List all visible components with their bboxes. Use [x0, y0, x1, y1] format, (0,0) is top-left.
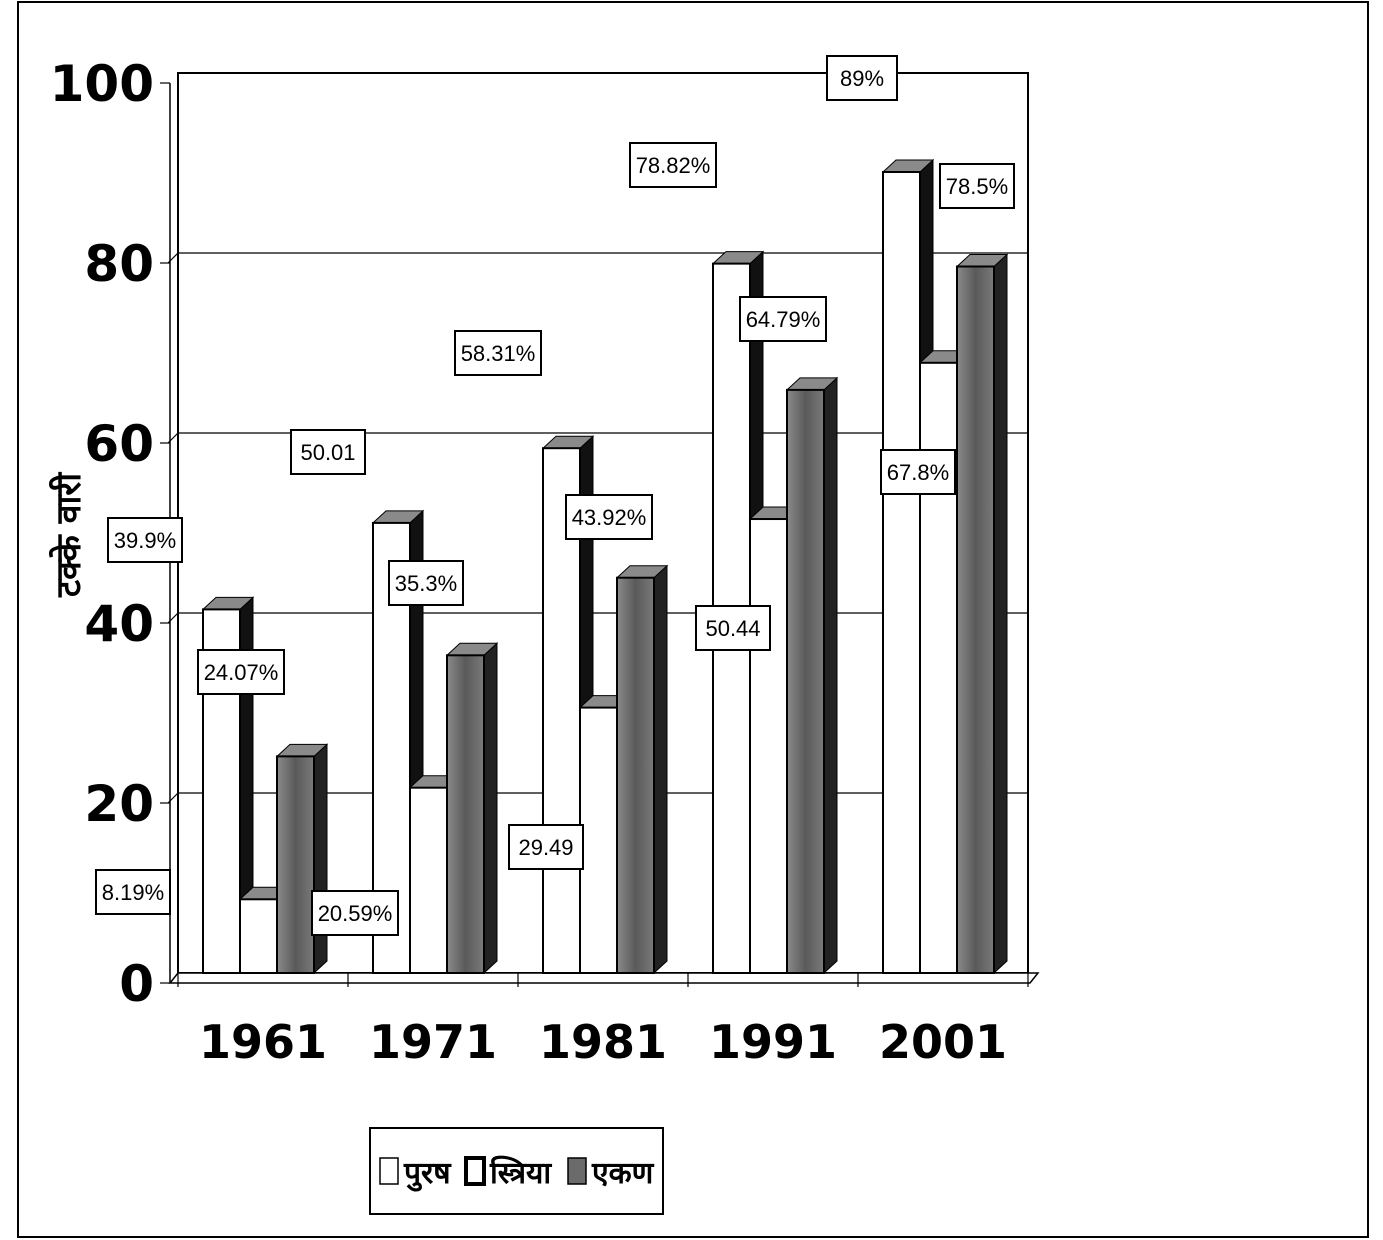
data-label: 35.3%: [395, 571, 457, 596]
data-label: 58.31%: [461, 341, 536, 366]
bar-side: [483, 642, 498, 975]
data-label-box: [629, 142, 717, 188]
y-tick-label: 80: [84, 235, 154, 293]
legend-swatch: [567, 1157, 587, 1185]
y-tick-label: 0: [119, 955, 154, 1013]
data-label-box: [880, 449, 956, 495]
data-label: 78.82%: [636, 153, 711, 178]
data-label: 24.07%: [204, 660, 279, 685]
data-label-box: [508, 824, 584, 870]
data-label-box: [290, 429, 366, 475]
plot-floor: [168, 972, 1040, 984]
x-axis: 1961 1971 1981 1991 2001: [177, 973, 1029, 1069]
legend: पुरष स्त्रिया एकण: [369, 1127, 664, 1215]
data-label-box: [311, 890, 399, 936]
legend-label: पुरष: [403, 1156, 452, 1192]
bars: [201, 158, 1009, 975]
x-tick-label: 1971: [369, 1015, 497, 1069]
legend-box: [369, 1127, 664, 1215]
data-label-box: [939, 163, 1015, 209]
data-label-box: [388, 560, 464, 606]
data-label-box: [454, 330, 542, 376]
x-tick-label: 2001: [879, 1015, 1007, 1069]
bar: [276, 755, 315, 974]
y-tick-label: 20: [84, 775, 154, 833]
bar: [882, 171, 921, 974]
x-tick-label: 1981: [539, 1015, 667, 1069]
data-label: 20.59%: [318, 901, 393, 926]
x-tick-label: 1961: [199, 1015, 327, 1069]
legend-label: एकण: [591, 1156, 655, 1191]
data-label: 64.79%: [746, 307, 821, 332]
data-label-box: [95, 869, 171, 915]
bar: [579, 706, 618, 975]
data-label-box: [695, 605, 771, 651]
y-axis: 0 20 40 60 80 100: [50, 55, 171, 1013]
legend-swatch: [379, 1157, 399, 1185]
bar: [239, 898, 278, 974]
bar-side: [993, 253, 1008, 975]
data-label: 8.19%: [102, 880, 164, 905]
bar: [956, 265, 995, 974]
data-label-box: [565, 494, 653, 540]
bar-side: [313, 743, 328, 975]
data-label: 29.49: [518, 835, 573, 860]
data-label-box: [197, 649, 285, 695]
bar-side: [653, 564, 668, 975]
bar: [409, 786, 448, 974]
bar: [616, 576, 655, 974]
bar: [786, 388, 825, 974]
data-label: 78.5%: [946, 174, 1008, 199]
data-labels: 39.9% 8.19% 24.07% 20.59% 50.01 35.3% 58.31% 29…: [95, 55, 1015, 936]
data-label: 43.92%: [572, 505, 647, 530]
y-tick-label: 60: [84, 415, 154, 473]
legend-label: स्त्रिया: [489, 1155, 552, 1191]
bar: [749, 518, 788, 974]
y-axis-label: टक्के वारी: [48, 472, 89, 598]
data-label: 39.9%: [114, 528, 176, 553]
y-tick-label: 100: [50, 55, 154, 113]
data-label: 67.8%: [887, 460, 949, 485]
data-label: 50.01: [300, 440, 355, 465]
data-label-box: [826, 55, 898, 101]
bar-side: [823, 376, 838, 975]
data-label: 50.44: [705, 616, 760, 641]
data-label-box: [107, 517, 183, 563]
data-label: 89%: [840, 66, 884, 91]
legend-swatch: [464, 1156, 486, 1186]
data-label-box: [739, 296, 827, 342]
x-tick-label: 1991: [709, 1015, 837, 1069]
bar: [446, 654, 485, 974]
y-tick-label: 40: [84, 595, 154, 653]
chart-frame: [17, 1, 1369, 1238]
